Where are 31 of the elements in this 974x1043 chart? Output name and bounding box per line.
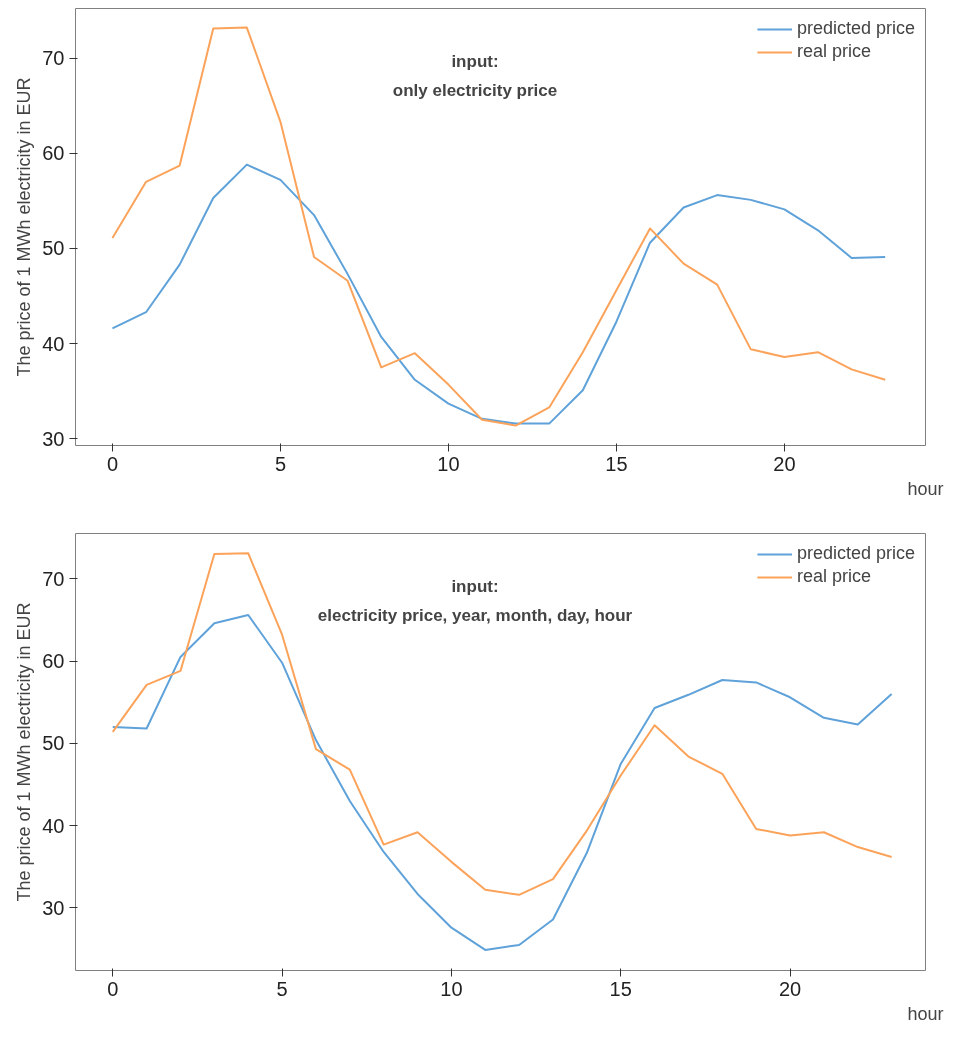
x-tick-label: 10	[440, 977, 463, 1000]
legend-label: real price	[796, 41, 871, 62]
legend-label: predicted price	[796, 18, 915, 39]
x-tick-label: 0	[107, 977, 119, 1000]
y-tick-label: 70	[42, 47, 65, 70]
y-tick-label: 30	[42, 427, 65, 450]
y-tick-label: 50	[42, 732, 65, 755]
y-tick-label: 70	[42, 567, 65, 590]
x-tick-label: 20	[773, 452, 796, 475]
legend-label: predicted price	[796, 543, 915, 564]
y-tick-label: 30	[42, 896, 65, 919]
y-tick-label: 40	[42, 332, 65, 355]
x-tick-label: 5	[276, 977, 288, 1000]
y-axis-title: The price of 1 MWh electricity in EUR	[14, 77, 35, 377]
x-tick-label: 20	[778, 977, 802, 1000]
x-tick-label: 15	[605, 452, 628, 475]
x-tick-label: 10	[437, 452, 460, 475]
line-series	[111, 163, 887, 425]
x-tick-label: 0	[106, 452, 119, 475]
y-tick-label: 60	[42, 650, 65, 673]
x-axis-title: hour	[907, 478, 944, 499]
y-tick-label: 40	[42, 814, 65, 837]
x-tick-label: 5	[274, 452, 286, 475]
annotation: input: electricity price, year, month, day, hour	[317, 577, 633, 625]
legend-label: real price	[796, 566, 871, 587]
x-axis-title: hour	[907, 1003, 944, 1024]
y-axis-title: The price of 1 MWh electricity in EUR	[14, 602, 35, 902]
y-tick-label: 50	[42, 237, 65, 260]
annotation: input: only electricity price	[392, 52, 558, 100]
x-tick-label: 15	[609, 977, 632, 1000]
y-tick-label: 60	[42, 142, 65, 165]
